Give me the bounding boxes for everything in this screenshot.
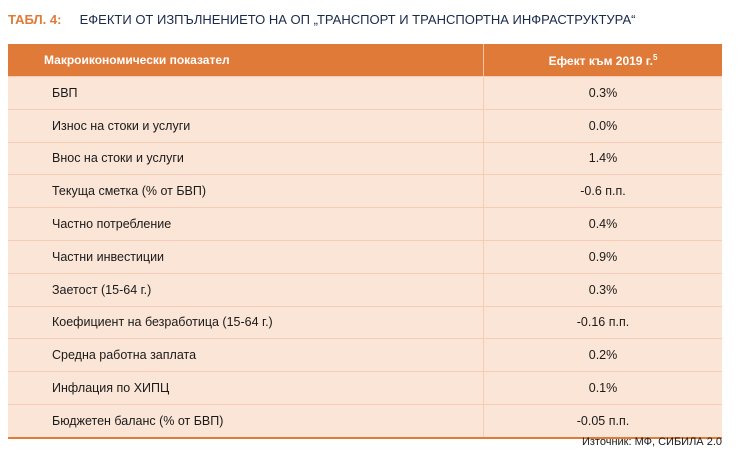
table-row: Коефициент на безработица (15-64 г.) -0.1…: [8, 305, 722, 339]
value-cell: 0.0%: [588, 118, 618, 133]
table-row: Инфлация по ХИПЦ 0.1%: [8, 371, 722, 404]
indicator-cell: БВП: [8, 77, 484, 109]
table-header-row: Макроикономически показател Ефект към 20…: [8, 44, 722, 76]
value-cell: -0.16 п.п.: [576, 315, 630, 330]
table-row: Частни инвестиции 0.9%: [8, 239, 722, 273]
indicator-cell: Инфлация по ХИПЦ: [8, 372, 484, 404]
table-row: Текуща сметка (% от БВП) -0.6 п.п.: [8, 174, 722, 208]
indicator-cell: Износ на стоки и услуги: [8, 109, 484, 142]
footnote-marker: 5: [652, 52, 658, 62]
value-cell: -0.6 п.п.: [580, 184, 626, 199]
header-effect: Ефект към 2019 г.5: [484, 53, 722, 68]
indicator-cell: Текуща сметка (% от БВП): [8, 175, 484, 208]
indicator-cell: Коефициент на безработица (15-64 г.): [8, 306, 484, 339]
table-row: Бюджетен баланс (% от БВП) -0.05 п.п.: [8, 403, 722, 437]
effects-table: Макроикономически показател Ефект към 20…: [8, 44, 722, 439]
value-cell: 0.4%: [588, 217, 618, 232]
indicator-cell: Частни инвестиции: [8, 240, 484, 273]
table-row: Частно потребление 0.4%: [8, 207, 722, 240]
indicator-cell: Внос на стоки и услуги: [8, 142, 484, 175]
header-effect-text: Ефект към 2019 г.: [548, 53, 653, 68]
table-title: ТАБЛ. 4: ЕФЕКТИ ОТ ИЗПЪЛНЕНИЕТО НА ОП „Т…: [8, 12, 635, 27]
indicator-cell: Частно потребление: [8, 208, 484, 240]
table-row: Заетост (15-64 г.) 0.3%: [8, 272, 722, 306]
table-row: БВП 0.3%: [8, 76, 722, 109]
table-row: Средна работна заплата 0.2%: [8, 338, 722, 372]
table-row: Внос на стоки и услуги 1.4%: [8, 141, 722, 175]
indicator-cell: Средна работна заплата: [8, 339, 484, 372]
indicator-cell: Заетост (15-64 г.): [8, 273, 484, 306]
table-row: Износ на стоки и услуги 0.0%: [8, 108, 722, 142]
value-cell: 0.2%: [588, 348, 618, 363]
source-note: Източник: МФ, СИБИЛА 2.0: [581, 436, 722, 448]
value-cell: 0.9%: [588, 249, 618, 264]
table-number-label: ТАБЛ. 4:: [8, 12, 62, 27]
value-cell: 0.3%: [588, 85, 618, 100]
header-indicator: Макроикономически показател: [8, 44, 484, 76]
table-title-text: ЕФЕКТИ ОТ ИЗПЪЛНЕНИЕТО НА ОП „ТРАНСПОРТ …: [79, 12, 636, 27]
value-cell: 0.3%: [588, 282, 618, 297]
indicator-cell: Бюджетен баланс (% от БВП): [8, 404, 484, 437]
value-cell: 1.4%: [588, 151, 618, 166]
value-cell: -0.05 п.п.: [576, 413, 630, 428]
table-body: БВП 0.3% Износ на стоки и услуги 0.0% Внос н…: [8, 76, 722, 437]
value-cell: 0.1%: [588, 381, 618, 396]
header-indicator-text: Макроикономически показател: [44, 53, 230, 67]
